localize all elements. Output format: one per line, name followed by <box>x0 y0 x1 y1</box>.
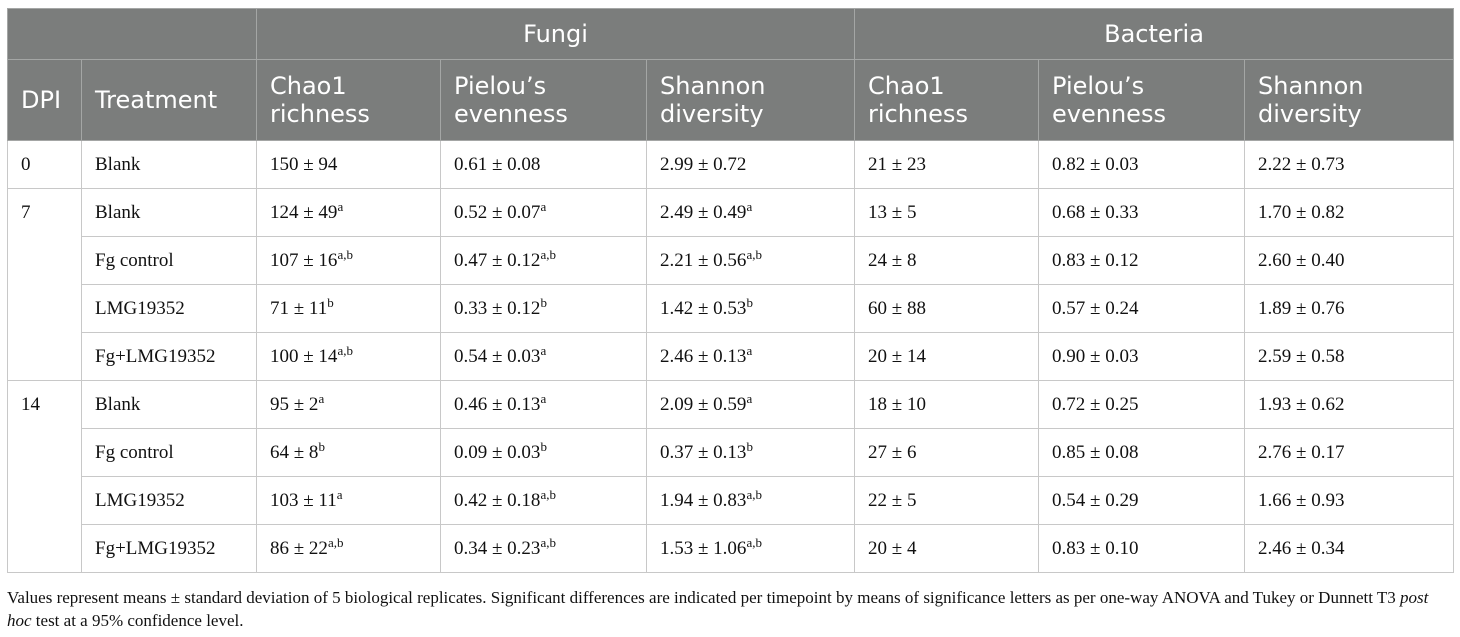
fungi-chao1-cell: 124 ± 49a <box>256 188 441 237</box>
table-row: Fg control 64 ± 8b 0.09 ± 0.03b 0.37 ± 0… <box>8 428 1455 477</box>
table-row: Fg control 107 ± 16a,b 0.47 ± 0.12a,b 2.… <box>8 236 1455 285</box>
dpi-cell: 7 <box>7 188 82 381</box>
fungi-pielou-cell: 0.54 ± 0.03a <box>440 332 647 381</box>
results-table-container: Fungi Bacteria DPI Treatment Chao1 richne… <box>7 8 1455 573</box>
bacteria-chao1-cell: 27 ± 6 <box>854 428 1040 477</box>
table-body: 0 Blank 150 ± 94 0.61 ± 0.08 2.99 ± 0.72… <box>7 140 1455 573</box>
fungi-shannon-cell: 2.21 ± 0.56a,b <box>645 236 856 285</box>
bacteria-shannon-cell: 2.22 ± 0.73 <box>1244 140 1455 189</box>
fungi-chao1-cell: 64 ± 8b <box>256 428 441 477</box>
bacteria-chao1-cell: 21 ± 23 <box>854 140 1040 189</box>
table-row: LMG19352 103 ± 11a 0.42 ± 0.18a,b 1.94 ±… <box>8 476 1455 525</box>
bacteria-chao1-cell: 20 ± 4 <box>854 524 1040 573</box>
bacteria-pielou-header: Pielou’s evenness <box>1038 59 1246 141</box>
fungi-chao1-cell: 86 ± 22a,b <box>256 524 441 573</box>
fungi-shannon-cell: 1.42 ± 0.53b <box>645 284 856 333</box>
bacteria-pielou-cell: 0.83 ± 0.12 <box>1038 236 1246 285</box>
treatment-cell: Fg control <box>81 236 257 285</box>
table-row: 7 Blank 124 ± 49a 0.52 ± 0.07a 2.49 ± 0.… <box>7 188 1455 381</box>
bacteria-pielou-cell: 0.57 ± 0.24 <box>1038 284 1246 333</box>
bacteria-pielou-cell: 0.54 ± 0.29 <box>1038 476 1246 525</box>
bacteria-chao1-cell: 22 ± 5 <box>854 476 1040 525</box>
bacteria-shannon-cell: 1.70 ± 0.82 <box>1244 188 1455 237</box>
treatment-cell: LMG19352 <box>81 476 257 525</box>
bacteria-chao1-cell: 24 ± 8 <box>854 236 1040 285</box>
table-row: 0 Blank 150 ± 94 0.61 ± 0.08 2.99 ± 0.72… <box>7 140 1455 189</box>
dpi-header: DPI <box>7 59 82 141</box>
bacteria-shannon-header: Shannon diversity <box>1244 59 1455 141</box>
bacteria-shannon-cell: 2.59 ± 0.58 <box>1244 332 1455 381</box>
bacteria-pielou-cell: 0.82 ± 0.03 <box>1038 140 1246 189</box>
table-row: 14 Blank 95 ± 2a 0.46 ± 0.13a 2.09 ± 0.5… <box>7 380 1455 573</box>
fungi-chao1-cell: 71 ± 11b <box>256 284 441 333</box>
bacteria-chao1-cell: 18 ± 10 <box>854 380 1040 429</box>
treatment-cell: Fg+LMG19352 <box>81 524 257 573</box>
bacteria-shannon-cell: 2.60 ± 0.40 <box>1244 236 1455 285</box>
fungi-shannon-header: Shannon diversity <box>645 59 856 141</box>
fungi-pielou-cell: 0.33 ± 0.12b <box>440 284 647 333</box>
treatment-cell: Fg control <box>81 428 257 477</box>
treatment-cell: Fg+LMG19352 <box>81 332 257 381</box>
dpi-cell: 14 <box>7 380 82 573</box>
fungi-pielou-cell: 0.61 ± 0.08 <box>440 140 647 189</box>
treatment-cell: Blank <box>81 188 257 237</box>
column-header-row: DPI Treatment Chao1 richness Pielou’s even… <box>7 59 1455 141</box>
table-footnote: Values represent means ± standard deviat… <box>7 588 1429 630</box>
bacteria-pielou-cell: 0.83 ± 0.10 <box>1038 524 1246 573</box>
fungi-group-header: Fungi <box>255 8 856 60</box>
fungi-shannon-cell: 1.94 ± 0.83a,b <box>645 476 856 525</box>
bacteria-chao1-cell: 13 ± 5 <box>854 188 1040 237</box>
group-header-row: Fungi Bacteria <box>7 8 1455 60</box>
treatment-cell: LMG19352 <box>81 284 257 333</box>
bacteria-shannon-cell: 2.76 ± 0.17 <box>1244 428 1455 477</box>
table-row: LMG19352 71 ± 11b 0.33 ± 0.12b 1.42 ± 0.… <box>8 284 1455 333</box>
fungi-chao1-cell: 103 ± 11a <box>256 476 441 525</box>
bacteria-shannon-cell: 1.66 ± 0.93 <box>1244 476 1455 525</box>
diversity-table: Fungi Bacteria DPI Treatment Chao1 richne… <box>7 8 1455 573</box>
empty-header-cell <box>7 8 257 60</box>
bacteria-shannon-cell: 2.46 ± 0.34 <box>1244 524 1455 573</box>
fungi-chao1-cell: 107 ± 16a,b <box>256 236 441 285</box>
fungi-pielou-cell: 0.42 ± 0.18a,b <box>440 476 647 525</box>
fungi-shannon-cell: 2.99 ± 0.72 <box>645 140 856 189</box>
treatment-cell: Blank <box>81 140 257 189</box>
table-row: Fg+LMG19352 86 ± 22a,b 0.34 ± 0.23a,b 1.… <box>8 524 1455 573</box>
bacteria-group-header: Bacteria <box>854 8 1455 60</box>
fungi-chao1-header: Chao1 richness <box>256 59 441 141</box>
fungi-pielou-header: Pielou’s evenness <box>440 59 647 141</box>
bacteria-chao1-header: Chao1 richness <box>854 59 1040 141</box>
fungi-shannon-cell: 2.09 ± 0.59a <box>645 380 856 429</box>
fungi-shannon-cell: 2.49 ± 0.49a <box>645 188 856 237</box>
bacteria-pielou-cell: 0.85 ± 0.08 <box>1038 428 1246 477</box>
fungi-pielou-cell: 0.34 ± 0.23a,b <box>440 524 647 573</box>
fungi-chao1-cell: 95 ± 2a <box>256 380 441 429</box>
treatment-header: Treatment <box>81 59 257 141</box>
table-row: Fg+LMG19352 100 ± 14a,b 0.54 ± 0.03a 2.4… <box>8 332 1455 381</box>
fungi-shannon-cell: 2.46 ± 0.13a <box>645 332 856 381</box>
bacteria-pielou-cell: 0.72 ± 0.25 <box>1038 380 1246 429</box>
fungi-pielou-cell: 0.47 ± 0.12a,b <box>440 236 647 285</box>
fungi-shannon-cell: 1.53 ± 1.06a,b <box>645 524 856 573</box>
fungi-shannon-cell: 0.37 ± 0.13b <box>645 428 856 477</box>
treatment-cell: Blank <box>81 380 257 429</box>
fungi-chao1-cell: 100 ± 14a,b <box>256 332 441 381</box>
bacteria-pielou-cell: 0.90 ± 0.03 <box>1038 332 1246 381</box>
fungi-pielou-cell: 0.09 ± 0.03b <box>440 428 647 477</box>
dpi-cell: 0 <box>7 140 82 189</box>
table-header: Fungi Bacteria DPI Treatment Chao1 richne… <box>7 8 1455 141</box>
bacteria-chao1-cell: 60 ± 88 <box>854 284 1040 333</box>
bacteria-shannon-cell: 1.93 ± 0.62 <box>1244 380 1455 429</box>
fungi-pielou-cell: 0.46 ± 0.13a <box>440 380 647 429</box>
fungi-pielou-cell: 0.52 ± 0.07a <box>440 188 647 237</box>
bacteria-chao1-cell: 20 ± 14 <box>854 332 1040 381</box>
bacteria-pielou-cell: 0.68 ± 0.33 <box>1038 188 1246 237</box>
fungi-chao1-cell: 150 ± 94 <box>256 140 441 189</box>
bacteria-shannon-cell: 1.89 ± 0.76 <box>1244 284 1455 333</box>
